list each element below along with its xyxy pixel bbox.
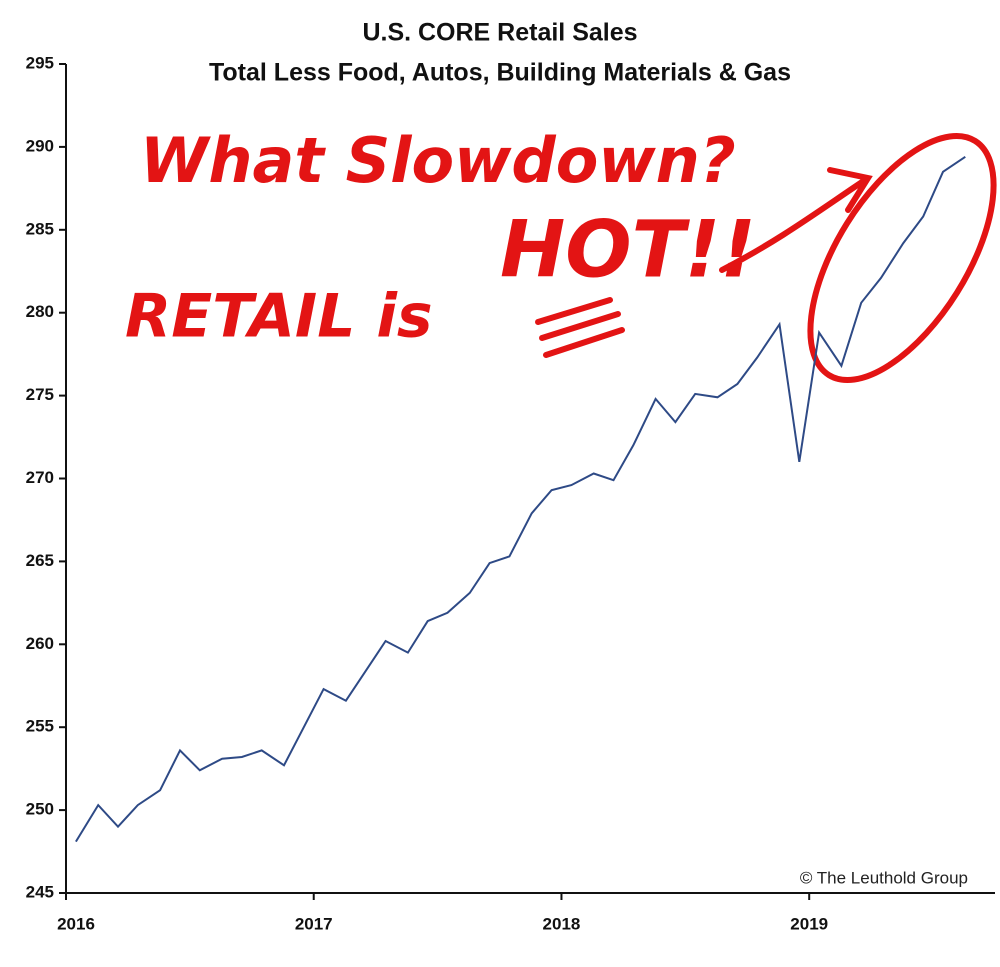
data-line — [75, 155, 966, 843]
y-tick-label: 295 — [26, 53, 54, 72]
y-tick-label: 255 — [26, 717, 54, 736]
x-tick-label: 2016 — [57, 914, 95, 933]
y-tick-label: 290 — [26, 136, 54, 155]
chart-subtitle: Total Less Food, Autos, Building Materia… — [209, 59, 791, 87]
highlight-circle — [807, 133, 997, 383]
annotation-handwritten: What Slowdown? — [140, 124, 736, 197]
chart-title: U.S. CORE Retail Sales — [362, 19, 637, 47]
y-tick-label: 275 — [26, 385, 54, 404]
annotation-marks — [535, 133, 997, 383]
annotation-handwritten: HOT!! — [500, 205, 756, 295]
x-tick-label: 2019 — [790, 914, 828, 933]
y-tick-label: 270 — [26, 468, 54, 487]
y-tick-label: 250 — [26, 800, 54, 819]
underline — [535, 297, 625, 358]
y-tick-label: 245 — [26, 882, 54, 901]
y-tick-label: 285 — [26, 219, 54, 238]
source-note: © The Leuthold Group — [800, 868, 968, 887]
y-tick-label: 280 — [26, 302, 54, 321]
y-tick-label: 260 — [26, 634, 54, 653]
x-tick-label: 2017 — [295, 914, 333, 933]
arrow — [719, 167, 873, 273]
x-tick-label: 2018 — [543, 914, 581, 933]
y-tick-label: 265 — [26, 551, 54, 570]
annotation-handwritten: RETAIL is — [125, 282, 433, 352]
